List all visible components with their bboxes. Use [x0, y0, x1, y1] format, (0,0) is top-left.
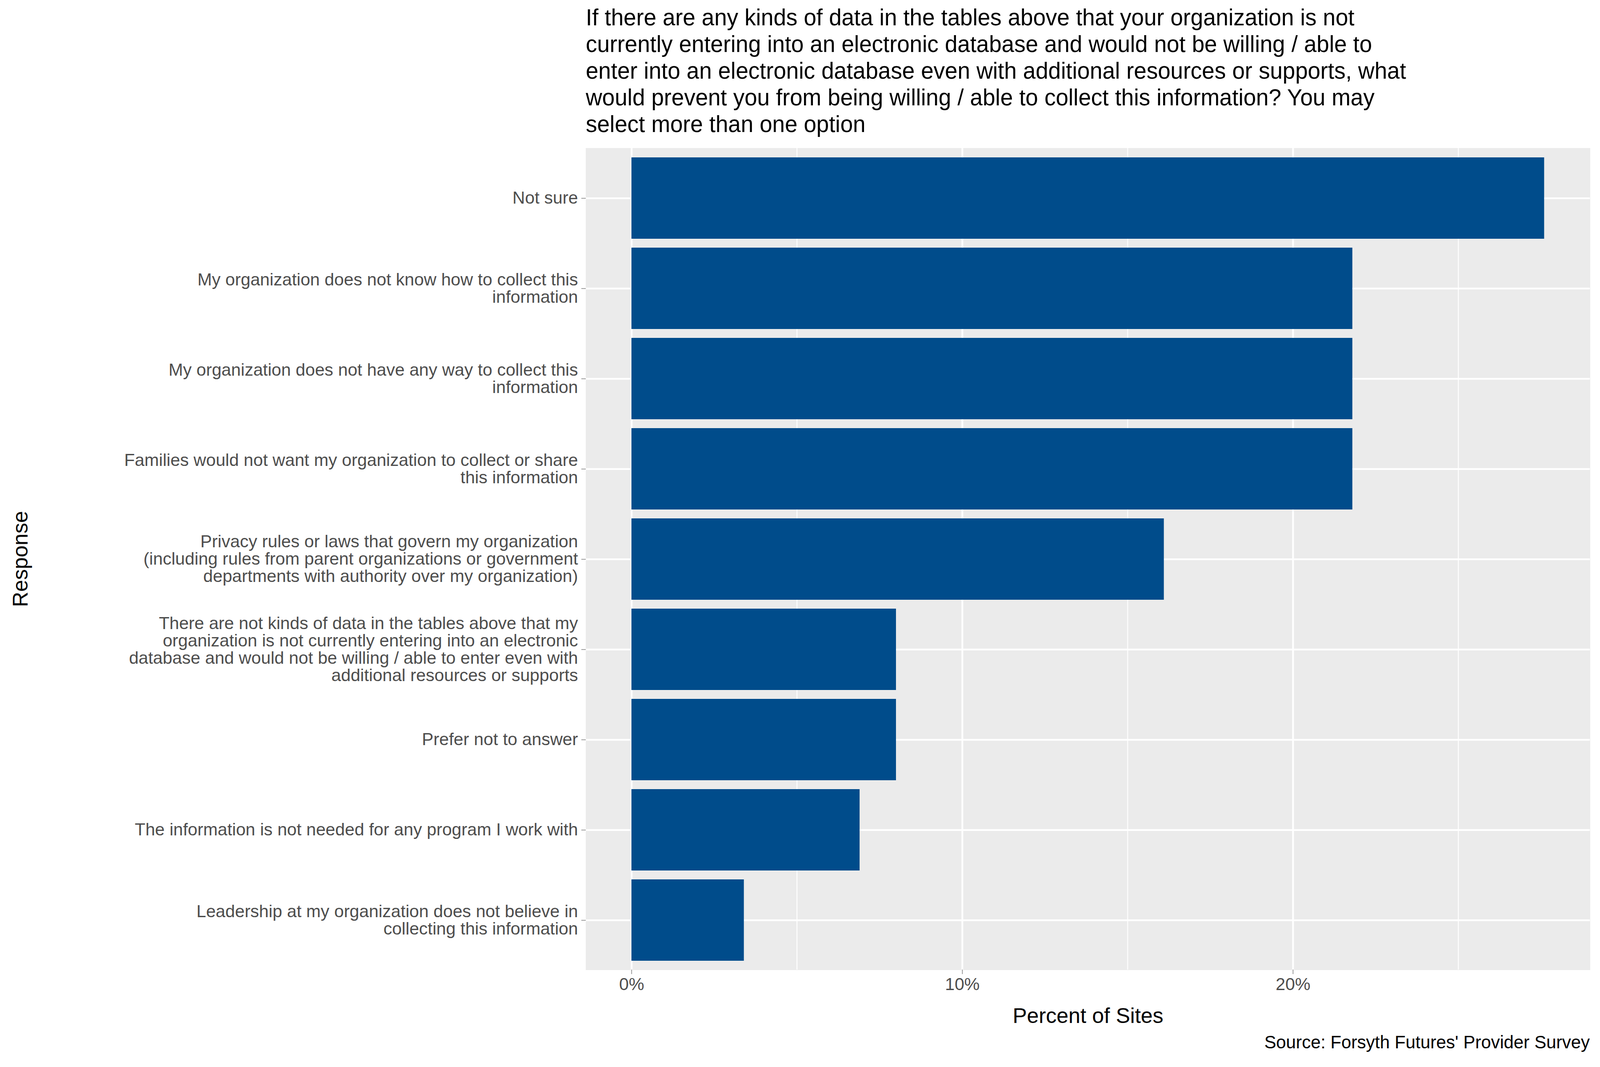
svg-text:10%: 10% — [944, 974, 980, 994]
svg-text:The information is not needed: The information is not needed for any pr… — [134, 819, 578, 839]
svg-text:Families would not want my org: Families would not want my organization … — [124, 450, 579, 487]
svg-text:My organization does not know: My organization does not know how to col… — [197, 269, 578, 307]
svg-text:Not sure: Not sure — [512, 188, 578, 208]
svg-text:My organization does not have: My organization does not have any way to… — [168, 360, 578, 397]
svg-text:Percent of Sites: Percent of Sites — [1012, 1003, 1164, 1028]
svg-text:Privacy rules or laws that gov: Privacy rules or laws that govern my org… — [143, 531, 579, 586]
svg-text:0%: 0% — [619, 974, 644, 994]
svg-text:Prefer not to answer: Prefer not to answer — [421, 729, 578, 749]
svg-text:Leadership at my organization: Leadership at my organization does not b… — [196, 901, 579, 938]
svg-text:Response: Response — [8, 510, 32, 607]
svg-text:20%: 20% — [1275, 974, 1311, 994]
svg-text:There are not kinds of data in: There are not kinds of data in the table… — [128, 613, 579, 685]
